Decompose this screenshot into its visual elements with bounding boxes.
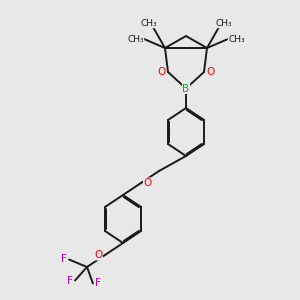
Text: F: F bbox=[95, 278, 101, 289]
Text: CH₃: CH₃ bbox=[228, 34, 245, 43]
Text: F: F bbox=[61, 254, 67, 265]
Text: CH₃: CH₃ bbox=[127, 34, 144, 43]
Text: O: O bbox=[94, 250, 103, 260]
Text: CH₃: CH₃ bbox=[215, 19, 232, 28]
Text: CH₃: CH₃ bbox=[140, 19, 157, 28]
Text: O: O bbox=[157, 67, 166, 77]
Text: F: F bbox=[67, 275, 73, 286]
Text: O: O bbox=[143, 178, 152, 188]
Text: B: B bbox=[182, 83, 190, 94]
Text: O: O bbox=[206, 67, 215, 77]
